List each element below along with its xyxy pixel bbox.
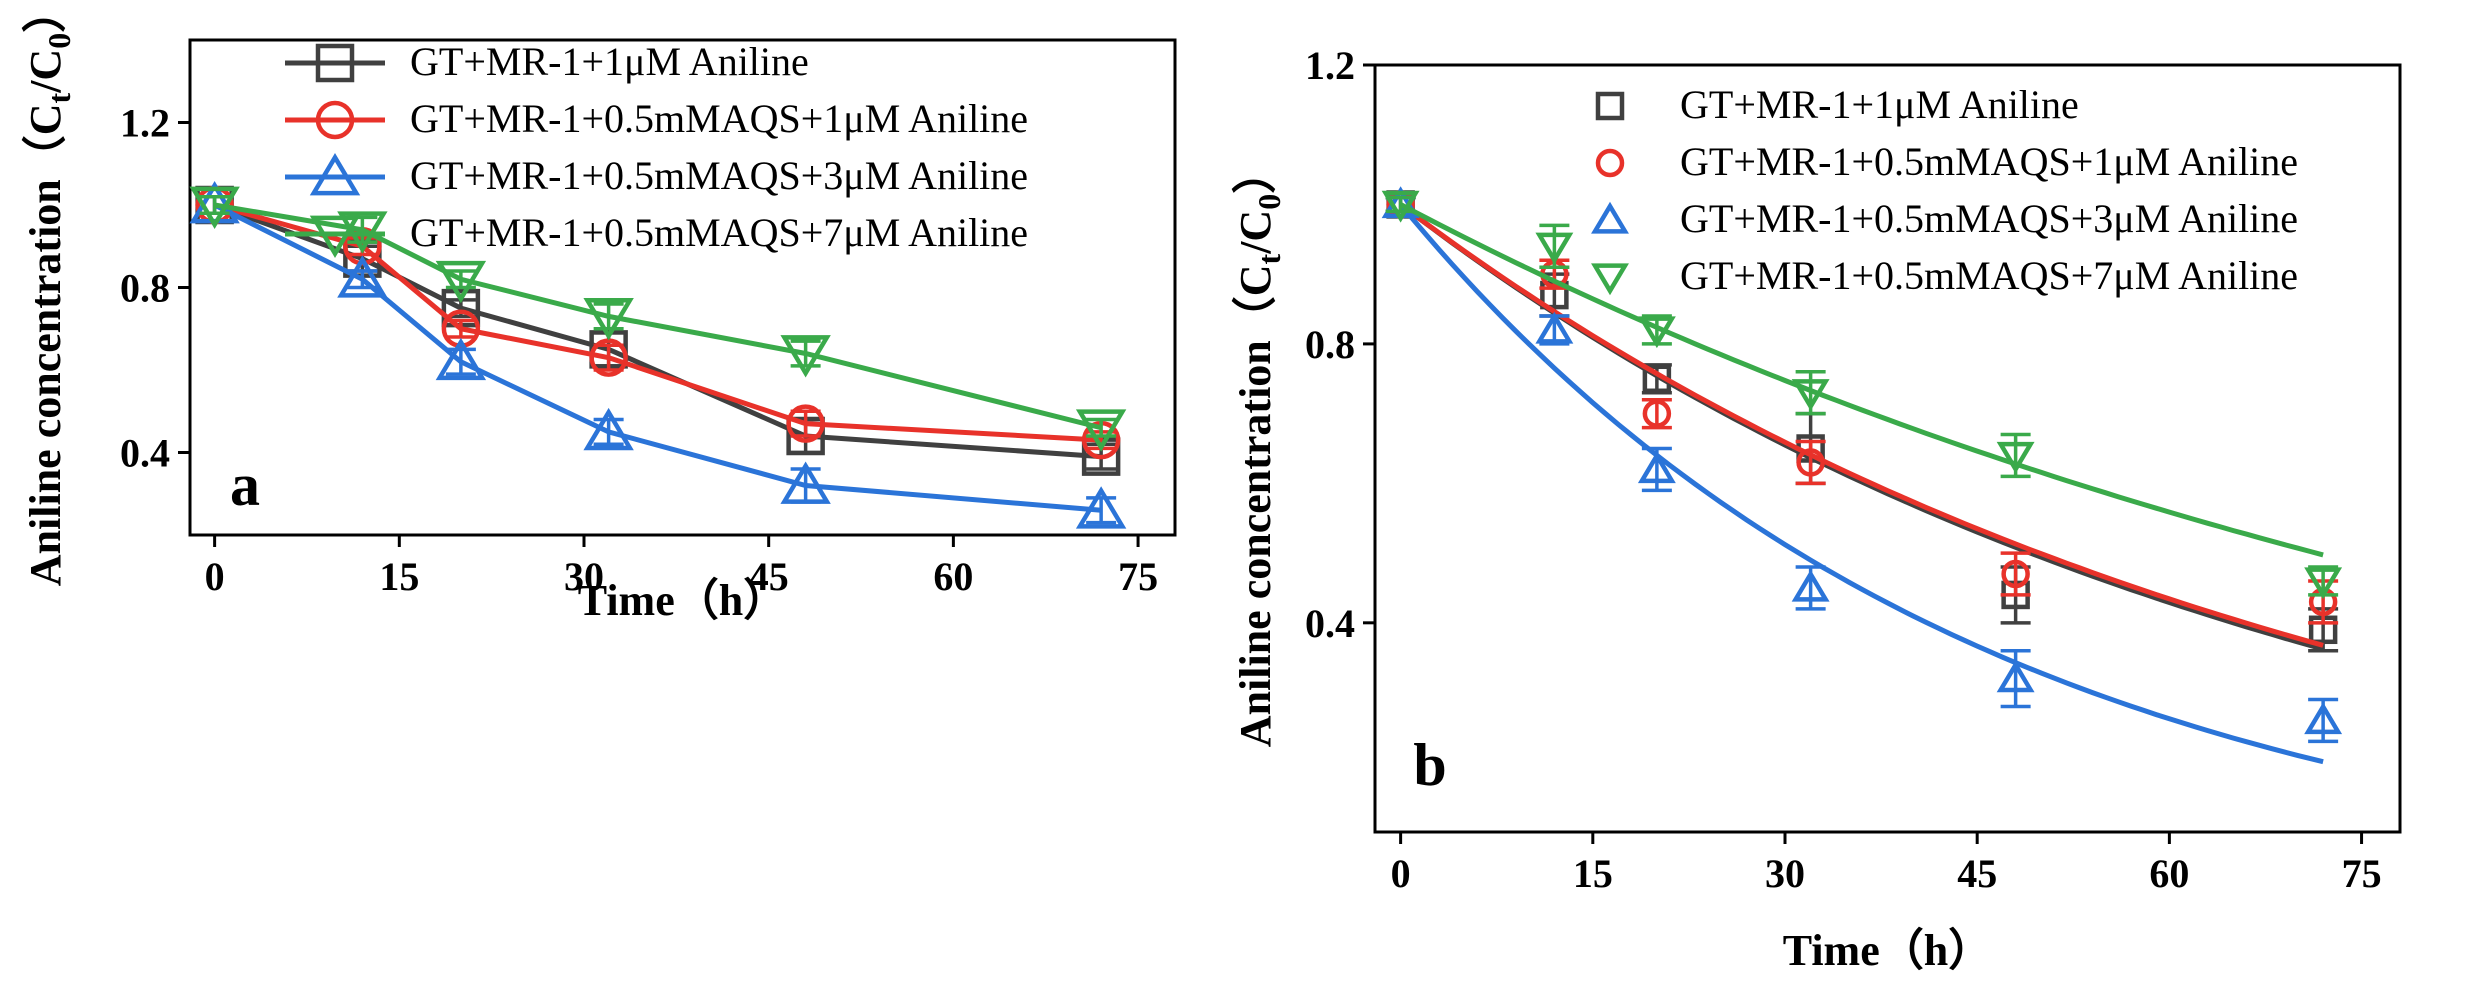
data-point bbox=[2304, 702, 2343, 735]
y-axis-title-part: Aniline concentration（C bbox=[21, 103, 70, 586]
data-point bbox=[2304, 567, 2343, 600]
data-point bbox=[583, 407, 634, 451]
data-point bbox=[1791, 569, 1830, 602]
x-tick-label: 0 bbox=[1391, 851, 1411, 896]
series-line bbox=[213, 202, 1102, 443]
data-point bbox=[1996, 660, 2035, 693]
legend-marker bbox=[1591, 201, 1629, 234]
data-point bbox=[1996, 441, 2035, 474]
data-point bbox=[1381, 190, 1420, 223]
data-point bbox=[1535, 311, 1574, 344]
fit-curve bbox=[1399, 202, 2324, 558]
series-line bbox=[214, 202, 1102, 431]
legend-label: GT+MR-1+1μM Aniline bbox=[1680, 82, 2079, 127]
data-point bbox=[337, 255, 388, 298]
y-axis-title: Aniline concentration（Ct/C0） bbox=[21, 0, 77, 586]
data-point bbox=[1791, 379, 1830, 411]
legend-marker bbox=[1595, 91, 1625, 121]
x-tick-label: 0 bbox=[205, 554, 225, 599]
fit-curve bbox=[1398, 202, 2324, 765]
y-tick-label: 0.4 bbox=[1305, 601, 1355, 646]
y-tick-label: 0.8 bbox=[1305, 322, 1355, 367]
data-point bbox=[1796, 448, 1825, 477]
y-axis-title-part: 0 bbox=[41, 33, 77, 49]
legend-label: GT+MR-1+0.5mMAQS+7μM Aniline bbox=[1680, 253, 2298, 298]
y-axis-title-part: Aniline concentration（C bbox=[1231, 264, 1280, 747]
data-point bbox=[780, 335, 831, 378]
x-tick-label: 15 bbox=[1573, 851, 1613, 896]
panel-letter: b bbox=[1413, 732, 1446, 798]
x-tick-label: 15 bbox=[379, 554, 419, 599]
y-tick-label: 1.2 bbox=[120, 101, 170, 146]
y-tick-label: 1.2 bbox=[1305, 43, 1355, 88]
legend-label: GT+MR-1+0.5mMAQS+1μM Aniline bbox=[1680, 139, 2298, 184]
data-point bbox=[1075, 486, 1127, 529]
y-axis-title-part: t bbox=[1251, 253, 1287, 264]
y-axis-title-part: 0 bbox=[1251, 194, 1287, 210]
data-point bbox=[589, 338, 628, 377]
data-point bbox=[1637, 316, 1676, 349]
y-axis-title-part: t bbox=[41, 92, 77, 103]
x-tick-label: 45 bbox=[749, 554, 789, 599]
y-tick-label: 0.4 bbox=[120, 431, 170, 476]
y-axis-title: Aniline concentration（Ct/C0） bbox=[1231, 150, 1287, 747]
y-axis-title-part: /C bbox=[21, 49, 70, 94]
legend-marker bbox=[1595, 148, 1625, 178]
data-point bbox=[435, 337, 487, 381]
x-tick-label: 75 bbox=[1118, 554, 1158, 599]
x-tick-label: 60 bbox=[933, 554, 973, 599]
legend-label: GT+MR-1+0.5mMAQS+1μM Aniline bbox=[410, 96, 1028, 141]
data-point bbox=[780, 461, 831, 504]
data-point bbox=[786, 404, 825, 443]
panel-letter: a bbox=[230, 452, 260, 518]
legend-marker bbox=[315, 43, 355, 83]
x-tick-label: 30 bbox=[564, 554, 604, 599]
legend-marker bbox=[1591, 263, 1629, 296]
y-axis-title-part: /C bbox=[1231, 210, 1280, 255]
chart-panel-b: 0 15 30 45 60 75 0.4 0.8 1.2 Time（h） Aniline conce… bbox=[1231, 43, 2402, 975]
x-tick-label: 45 bbox=[1957, 851, 1997, 896]
data-point bbox=[337, 211, 388, 254]
legend-label: GT+MR-1+1μM Aniline bbox=[410, 39, 809, 84]
x-tick-label: 30 bbox=[1765, 851, 1805, 896]
y-tick-label: 0.8 bbox=[120, 266, 170, 311]
y-axis-title-part: ） bbox=[1231, 150, 1280, 194]
data-point bbox=[1535, 232, 1574, 265]
legend: GT+MR-1+1μM Aniline GT+MR-1+0.5mMAQS+1μM … bbox=[285, 39, 1028, 258]
series-4 bbox=[189, 186, 1127, 452]
legend: GT+MR-1+1μM Aniline GT+MR-1+0.5mMAQS+1μM … bbox=[1591, 82, 2298, 298]
legend-label: GT+MR-1+0.5mMAQS+7μM Aniline bbox=[410, 210, 1028, 255]
x-axis-title: Time（h） bbox=[578, 576, 787, 625]
fit-curve bbox=[1399, 202, 2324, 648]
data-point bbox=[1637, 451, 1676, 484]
data-point bbox=[1642, 399, 1672, 428]
series-line bbox=[213, 202, 1102, 513]
chart-panel-a: 0 15 30 45 60 75 0.4 0.8 1.2 Time（h） Aniline conce… bbox=[21, 0, 1177, 625]
legend-label: GT+MR-1+0.5mMAQS+3μM Aniline bbox=[1680, 196, 2298, 241]
data-point bbox=[189, 186, 240, 229]
data-point bbox=[1075, 409, 1127, 452]
plot-frame bbox=[1373, 63, 2402, 834]
x-tick-label: 60 bbox=[2149, 851, 2189, 896]
legend-marker bbox=[309, 153, 361, 196]
data-point bbox=[435, 260, 487, 304]
y-axis-title-part: ） bbox=[21, 0, 70, 33]
legend-label: GT+MR-1+0.5mMAQS+3μM Aniline bbox=[410, 153, 1028, 198]
x-axis-title: Time（h） bbox=[1783, 926, 1992, 975]
data-point bbox=[2001, 559, 2030, 589]
legend-marker bbox=[309, 215, 361, 258]
series-4 bbox=[1381, 190, 2343, 600]
legend-marker bbox=[315, 100, 355, 140]
x-tick-label: 75 bbox=[2342, 851, 2382, 896]
data-point bbox=[583, 297, 634, 341]
